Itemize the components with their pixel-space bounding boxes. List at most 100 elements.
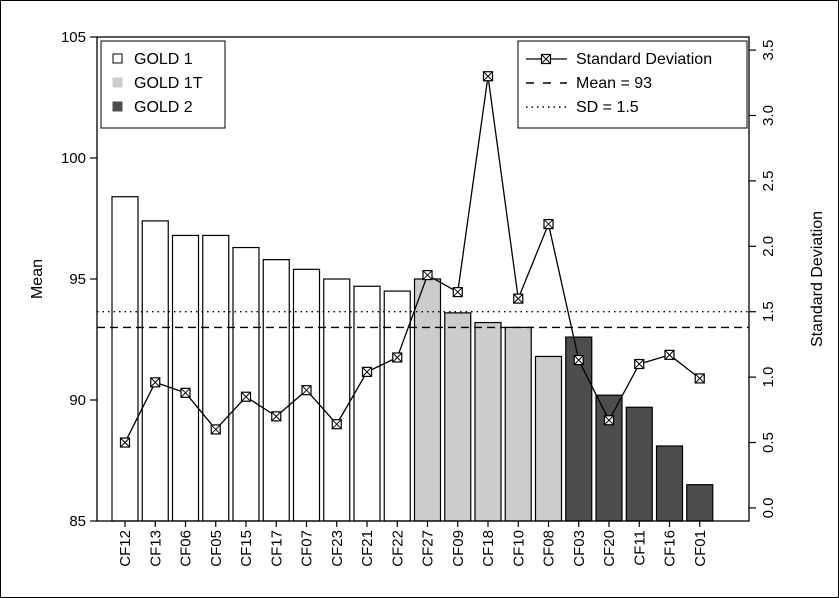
y-axis-title: Mean: [29, 259, 46, 299]
sd-segment: [457, 81, 488, 288]
bar-cf27: [413, 278, 442, 522]
sd-segment: [218, 399, 244, 427]
bar-cf10: [504, 326, 532, 522]
sd-point-cf27: [422, 269, 433, 281]
sd-series: [119, 71, 705, 448]
x-tick-label-cf08: CF08: [541, 530, 558, 567]
x-tick-label-cf22: CF22: [389, 530, 406, 567]
sd-segment: [488, 81, 519, 294]
bar-cf12: [111, 196, 139, 522]
sd-point-cf07: [301, 385, 312, 396]
legend-swatch: [112, 53, 123, 64]
y2-tick-label: 1.0: [760, 367, 777, 388]
bar-cf16: [655, 445, 684, 522]
x-tick-label-cf27: CF27: [420, 530, 437, 567]
sd-point-cf09: [452, 286, 463, 298]
x-tick-label-cf11: CF11: [631, 530, 648, 566]
sd-segment: [309, 393, 334, 421]
bar-cf15: [232, 246, 260, 522]
y2-tick-label: 3.5: [760, 40, 777, 61]
x-tick-label-cf06: CF06: [178, 530, 195, 567]
bar-cf01: [686, 484, 714, 522]
x-tick-label-cf12: CF12: [117, 530, 134, 567]
bar-cf06: [171, 234, 200, 522]
sd-point-cf22: [392, 352, 403, 363]
bar-cf05: [202, 234, 230, 522]
legend-swatch: [112, 101, 123, 112]
y-tick-label: 95: [69, 271, 86, 288]
bar-cf21: [353, 285, 381, 522]
x-tick-label-cf23: CF23: [329, 530, 346, 567]
line-legend-box: [517, 40, 748, 129]
y-tick-label: 105: [61, 29, 86, 46]
sd-point-cf16: [664, 349, 675, 360]
sd-point-cf11: [634, 358, 645, 370]
y2-tick-label: 0.0: [760, 497, 777, 518]
sd-point-cf08: [543, 218, 554, 230]
legend-label: GOLD 1T: [134, 75, 203, 92]
sd-point-cf12: [119, 437, 131, 448]
y-tick-label: 100: [61, 150, 86, 167]
sd-point-cf20: [603, 415, 615, 426]
sd-point-cf18: [482, 71, 494, 82]
sd-segment: [431, 276, 454, 291]
y2-tick-label: 1.5: [760, 301, 777, 322]
line-legend: Standard Deviation Mean = 93 SD = 1.5: [517, 40, 748, 129]
bar-cf18: [474, 321, 502, 522]
y2-tick-label: 0.5: [760, 432, 777, 453]
sd-point-cf06: [180, 387, 191, 398]
x-tick-label-cf17: CF17: [268, 530, 285, 567]
x-tick-label-cf13: CF13: [147, 530, 164, 567]
sd-segment: [126, 386, 154, 439]
sd-point-cf15: [240, 391, 252, 402]
sd-segment: [279, 392, 304, 414]
x-tick-label-cf05: CF05: [208, 530, 225, 567]
legend-label: SD = 1.5: [576, 99, 639, 116]
sd-point-cf01: [694, 373, 705, 384]
legend-swatch: [112, 77, 123, 88]
bar-cf23: [323, 278, 351, 522]
bar-cf17: [262, 259, 290, 522]
sd-segment: [188, 396, 214, 426]
sd-segment: [519, 228, 548, 295]
sd-segment: [371, 359, 394, 371]
bar-cf13: [141, 220, 169, 522]
right-axis: 0.0 0.5 1.0 1.5 2.0 2.5 3.0 3.5: [749, 40, 777, 518]
x-tick-label-cf18: CF18: [480, 530, 497, 567]
sd-point-cf13: [150, 377, 161, 388]
sd-segment: [580, 364, 608, 417]
y-tick-label: 85: [69, 513, 86, 530]
sd-point-cf21: [361, 366, 373, 377]
legend-label: Mean = 93: [576, 75, 652, 92]
sd-segment: [673, 357, 697, 376]
x-tick-label-cf16: CF16: [662, 530, 679, 567]
y2-tick-label: 2.0: [760, 236, 777, 257]
group-legend: GOLD 1 GOLD 1T GOLD 2: [100, 40, 226, 129]
bar-cf09: [444, 312, 472, 522]
sd-segment: [398, 279, 427, 354]
reference-lines: [97, 311, 749, 329]
x-tick-label-cf15: CF15: [238, 530, 255, 567]
x-tick-label-cf10: CF10: [510, 530, 527, 567]
sd-point-cf17: [271, 411, 282, 422]
y-tick-label: 90: [69, 392, 86, 409]
x-tick-label-cf03: CF03: [571, 530, 588, 567]
y2-tick-label: 2.5: [760, 170, 777, 191]
x-tick-label-cf09: CF09: [450, 530, 467, 567]
sd-segment: [643, 355, 665, 364]
sd-segment: [338, 375, 366, 421]
legend-label: Standard Deviation: [576, 51, 712, 68]
x-tick-labels: CF12 CF13 CF06 CF05 CF15 CF17 CF07 CF23 CF21 CF22…: [117, 521, 709, 567]
bar-cf08: [534, 355, 563, 522]
sd-point-cf23: [331, 419, 342, 430]
legend-label: GOLD 2: [134, 99, 193, 116]
sd-segment: [249, 398, 273, 415]
sd-segment: [548, 228, 579, 356]
x-tick-label-cf07: CF07: [299, 530, 316, 567]
bar-cf03: [565, 336, 593, 522]
bar-cf20: [595, 394, 623, 522]
legend-marker: [540, 53, 552, 65]
legend-label: GOLD 1: [134, 51, 193, 68]
x-tick-label-cf21: CF21: [359, 530, 376, 567]
